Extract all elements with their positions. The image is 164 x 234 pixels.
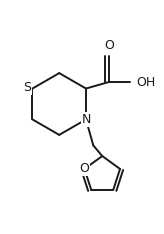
Text: N: N — [81, 113, 91, 126]
Text: O: O — [104, 39, 114, 52]
Text: S: S — [24, 81, 32, 94]
Text: OH: OH — [136, 76, 156, 88]
Text: O: O — [80, 162, 89, 176]
